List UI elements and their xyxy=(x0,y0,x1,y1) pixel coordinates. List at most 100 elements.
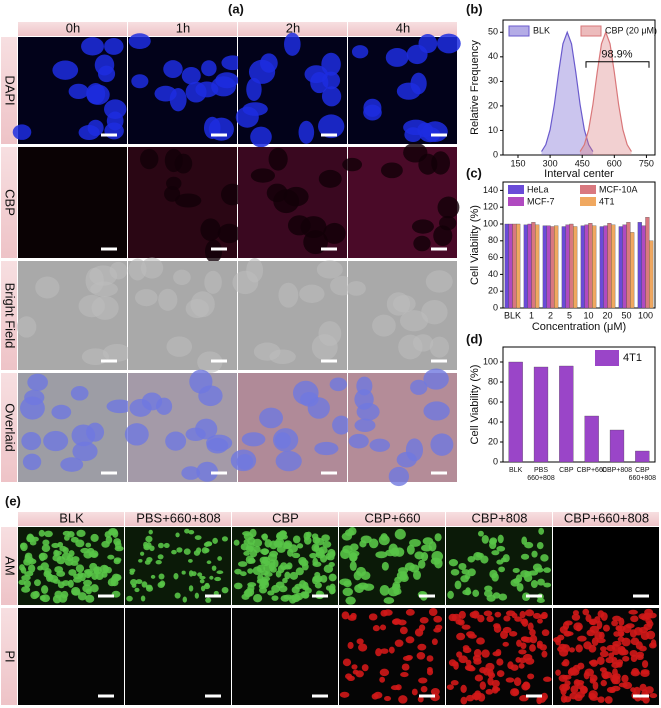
cell xyxy=(139,551,145,556)
cell xyxy=(493,624,502,633)
cell xyxy=(524,541,534,549)
cell xyxy=(418,153,438,175)
cell xyxy=(446,684,454,691)
cell xyxy=(260,548,270,555)
cell xyxy=(124,423,149,446)
cell xyxy=(601,670,609,679)
y-tick-label: 120 xyxy=(483,202,498,212)
cell xyxy=(561,661,568,667)
bar xyxy=(542,225,547,309)
cell xyxy=(289,571,299,580)
column-header xyxy=(238,22,347,36)
legend-label: BLK xyxy=(533,25,550,35)
micrograph xyxy=(125,608,231,705)
cell xyxy=(600,679,607,687)
x-axis-label: Concentration (μM) xyxy=(532,321,626,333)
cell xyxy=(592,681,599,690)
cell xyxy=(496,658,504,666)
cell xyxy=(200,218,221,241)
cell xyxy=(410,72,427,95)
cell xyxy=(342,545,353,554)
panel-label: (d) xyxy=(466,331,483,346)
cell xyxy=(292,380,319,405)
cell xyxy=(573,679,581,687)
row-header-text: Bright Field xyxy=(3,283,18,349)
cell xyxy=(489,537,498,544)
cell xyxy=(181,570,186,575)
cell xyxy=(646,630,656,640)
plot-frame xyxy=(502,181,656,309)
cell xyxy=(540,554,549,562)
cell xyxy=(491,550,500,556)
cell xyxy=(571,613,581,621)
micrograph xyxy=(18,527,124,605)
cell xyxy=(622,681,633,690)
cell xyxy=(413,235,431,252)
y-axis-label: Relative Frequency xyxy=(469,40,481,135)
micrograph xyxy=(346,261,457,370)
micrograph xyxy=(238,147,347,258)
cell xyxy=(373,691,383,699)
cell xyxy=(185,427,206,442)
cell xyxy=(380,648,389,654)
cell xyxy=(221,586,229,594)
cell xyxy=(60,590,69,599)
cell xyxy=(280,534,288,540)
cell xyxy=(621,637,631,647)
cell xyxy=(27,558,37,565)
cell xyxy=(301,593,309,599)
cell xyxy=(104,122,124,140)
cell xyxy=(173,572,179,580)
bar xyxy=(546,225,551,309)
cell xyxy=(197,572,203,577)
cell xyxy=(562,674,572,680)
micrograph xyxy=(553,608,659,705)
panel-label: (a) xyxy=(228,1,244,16)
bar xyxy=(561,226,566,309)
cell xyxy=(390,685,400,691)
cell xyxy=(143,544,151,551)
cell xyxy=(379,584,390,596)
x-tick-label: CBP 660+808 xyxy=(629,467,657,482)
cell xyxy=(399,310,429,332)
cell xyxy=(465,659,472,666)
cell xyxy=(138,558,143,563)
cell xyxy=(89,562,98,571)
cell xyxy=(588,618,598,626)
cell xyxy=(278,585,288,593)
column-header xyxy=(446,512,552,526)
cell xyxy=(520,618,528,625)
cell xyxy=(323,222,346,244)
cell xyxy=(503,615,511,622)
cell xyxy=(423,401,450,421)
cell xyxy=(305,531,312,538)
cell xyxy=(641,660,649,668)
x-tick-label: 50 xyxy=(621,310,631,320)
cell xyxy=(543,676,552,682)
cell xyxy=(106,399,133,414)
cell xyxy=(541,629,550,637)
cell xyxy=(481,649,490,658)
cell xyxy=(260,559,270,567)
cell xyxy=(184,528,190,534)
cell xyxy=(405,636,415,644)
cell xyxy=(608,652,615,659)
cell xyxy=(502,554,510,563)
bar xyxy=(622,224,627,309)
legend-label: MCF-7 xyxy=(527,196,555,206)
y-tick-label: 40 xyxy=(488,51,498,61)
cell xyxy=(458,655,468,664)
cell xyxy=(434,558,443,569)
cell xyxy=(586,629,596,637)
cell xyxy=(460,684,467,693)
cell xyxy=(21,586,31,593)
cell xyxy=(531,550,538,558)
cell xyxy=(181,66,201,85)
annotation: 98.9% xyxy=(601,49,632,61)
cell xyxy=(102,343,132,362)
x-axis-label: Interval center xyxy=(544,168,614,180)
cell xyxy=(625,623,635,629)
cell xyxy=(242,531,252,536)
cell xyxy=(561,683,571,691)
cell xyxy=(163,60,183,79)
